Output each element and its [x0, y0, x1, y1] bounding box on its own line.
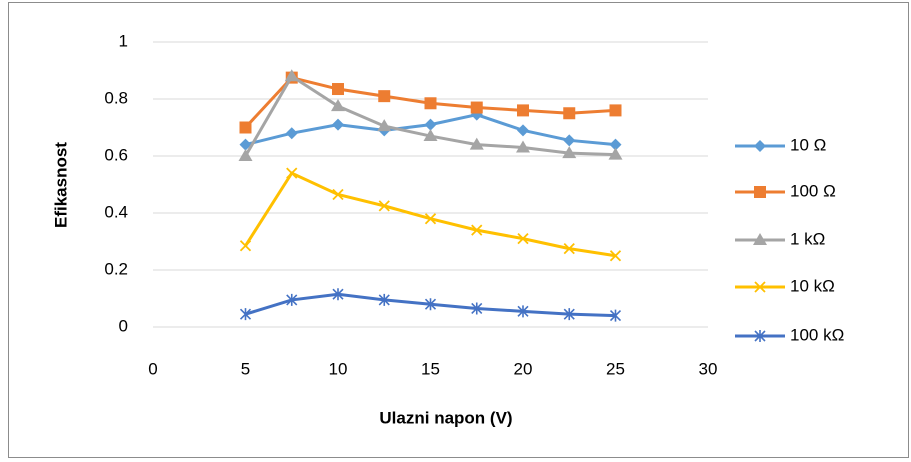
legend-marker [753, 233, 767, 245]
y-tick-label: 0.4 [104, 202, 128, 221]
marker [284, 69, 299, 82]
marker [239, 308, 252, 321]
marker [563, 308, 575, 321]
legend-marker [754, 330, 766, 342]
marker [517, 124, 529, 137]
marker [563, 242, 575, 255]
marker [424, 97, 437, 110]
legend-label: 10 kΩ [790, 276, 835, 295]
marker [516, 140, 530, 153]
marker [563, 134, 576, 147]
marker [239, 121, 252, 134]
marker [471, 302, 483, 315]
marker [378, 200, 390, 212]
x-tick-label: 30 [699, 359, 718, 378]
marker [517, 233, 529, 245]
marker [377, 119, 392, 132]
y-axis-title: Efikasnost [51, 142, 70, 228]
marker [286, 167, 298, 179]
y-tick-label: 1 [119, 31, 128, 50]
legend-label: 10 Ω [790, 135, 826, 154]
marker [562, 146, 577, 159]
legend-label: 100 Ω [790, 181, 836, 200]
marker [609, 309, 622, 322]
marker [285, 127, 298, 140]
marker [608, 147, 623, 160]
marker [286, 293, 298, 306]
marker [424, 118, 437, 131]
x-tick-label: 25 [606, 359, 625, 378]
marker [609, 138, 622, 151]
x-tick-label: 5 [241, 359, 250, 378]
x-tick-label: 0 [148, 359, 157, 378]
marker [563, 107, 576, 120]
marker [517, 104, 529, 117]
marker [423, 129, 438, 142]
marker [517, 305, 529, 318]
chart-border [8, 2, 909, 458]
marker [332, 188, 344, 201]
x-tick-label: 10 [329, 359, 348, 378]
y-tick-label: 0.8 [104, 88, 128, 107]
marker [331, 99, 345, 112]
marker [332, 118, 344, 131]
legend-marker [754, 186, 766, 198]
legend-label: 1 kΩ [790, 229, 825, 248]
marker [332, 288, 344, 301]
legend-marker [754, 140, 766, 152]
marker [238, 149, 253, 161]
marker [471, 224, 483, 236]
y-tick-label: 0.2 [104, 259, 128, 278]
marker [470, 101, 483, 114]
x-tick-label: 15 [421, 359, 440, 378]
marker [424, 213, 437, 225]
marker [239, 138, 252, 151]
x-axis-title: Ulazni napon (V) [379, 408, 512, 427]
y-tick-label: 0.6 [104, 145, 128, 164]
marker [378, 293, 390, 306]
marker [424, 298, 437, 311]
legend-label: 100 kΩ [790, 325, 844, 344]
marker [239, 240, 252, 252]
marker [332, 83, 344, 96]
y-tick-label: 0 [119, 316, 128, 335]
legend-marker [754, 281, 766, 293]
marker [609, 104, 622, 117]
marker [609, 250, 622, 262]
marker [469, 137, 484, 150]
x-tick-label: 20 [514, 359, 533, 378]
marker [378, 90, 391, 103]
